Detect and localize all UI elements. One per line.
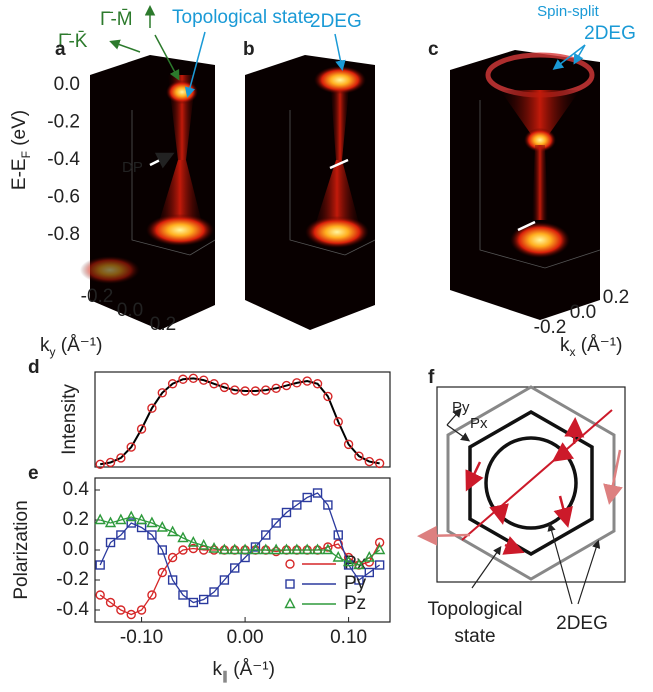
axis-label-sub: F [19, 151, 33, 158]
plot-frame [95, 372, 390, 467]
diagram-f [422, 387, 625, 604]
y-tick-label: 0.0 [54, 74, 80, 95]
arpes-b [245, 55, 375, 330]
spin-split-label: 2DEG [584, 23, 636, 44]
data-point [251, 545, 260, 554]
data-point [303, 545, 312, 554]
axis-label-main: k [213, 659, 223, 680]
legend-marker [286, 560, 294, 568]
y-tick-label: 0.0 [63, 539, 89, 560]
legend-label: Pz [344, 593, 366, 614]
data-point [230, 545, 239, 554]
figure: Γ̄-M̄ Γ̄-K̄ Topological state 2DEG Spin-… [0, 0, 653, 692]
y-axis-label: Polarization [11, 500, 32, 599]
x-tick-label: 0.10 [330, 627, 367, 648]
axis-label-unit: (Å⁻¹) [228, 659, 275, 680]
axis-label-main: k [560, 335, 570, 356]
panel-label: c [428, 39, 439, 60]
legend-marker [286, 599, 295, 608]
data-point [96, 515, 105, 524]
axis-label: E-EF (eV) [9, 110, 33, 190]
x-tick-label: 0.2 [603, 287, 629, 308]
y-tick-label: -0.2 [47, 112, 80, 133]
axis-label: ky (Å⁻¹) [40, 335, 102, 359]
arrow [112, 42, 140, 52]
y-tick-label: -0.4 [47, 149, 80, 170]
x-tick-label: 0.00 [227, 627, 264, 648]
y-tick-label: 0.4 [63, 479, 90, 500]
panel-label: b [243, 39, 255, 60]
x-tick-label: -0.2 [81, 286, 114, 307]
topological-label: Topological state [172, 7, 314, 28]
panel-label: d [28, 357, 40, 378]
data-point [282, 545, 291, 554]
x-tick-label: 0.0 [570, 302, 596, 323]
panel-label: e [28, 463, 39, 484]
data-point [292, 545, 301, 554]
y-tick-label: -0.6 [47, 187, 80, 208]
py-label: Py [452, 399, 470, 416]
axis-label-unit: (Å⁻¹) [56, 335, 103, 356]
2deg-label: 2DEG [556, 613, 608, 634]
axis-label-main: E-E [9, 158, 30, 190]
gamma-m-label: Γ̄-M̄ [100, 9, 133, 30]
axis-label-unit: (Å⁻¹) [576, 335, 623, 356]
y-tick-label: -0.4 [56, 599, 89, 620]
px-label: Px [470, 415, 488, 432]
axis-label: kx (Å⁻¹) [560, 335, 622, 359]
x-tick-label: -0.10 [120, 627, 163, 648]
data-point [241, 545, 250, 554]
y-axis-label: Intensity [59, 384, 80, 455]
data-point [261, 545, 270, 554]
2deg-label: 2DEG [310, 11, 362, 32]
x-tick-label: 0.0 [117, 300, 143, 321]
page: Γ̄-M̄ Γ̄-K̄ Topological state 2DEG Spin-… [0, 0, 653, 692]
legend-label: Py [344, 573, 367, 594]
spin-split-label: Spin-split [537, 3, 600, 20]
axis-label: k∥ (Å⁻¹) [213, 659, 275, 683]
arpes-c [450, 50, 600, 320]
series-line [100, 378, 379, 464]
axis-label-main: k [40, 335, 50, 356]
topological-label: Topological [427, 599, 522, 620]
panel-label: f [428, 367, 435, 388]
y-tick-label: -0.2 [56, 569, 89, 590]
legend-marker [286, 580, 294, 588]
axis-label-unit: (eV) [9, 110, 30, 151]
x-tick-label: 0.2 [150, 314, 176, 335]
y-tick-label: 0.2 [63, 509, 89, 530]
panel-label: a [55, 39, 66, 60]
topological-label: state [454, 626, 495, 647]
y-tick-label: -0.8 [47, 224, 80, 245]
